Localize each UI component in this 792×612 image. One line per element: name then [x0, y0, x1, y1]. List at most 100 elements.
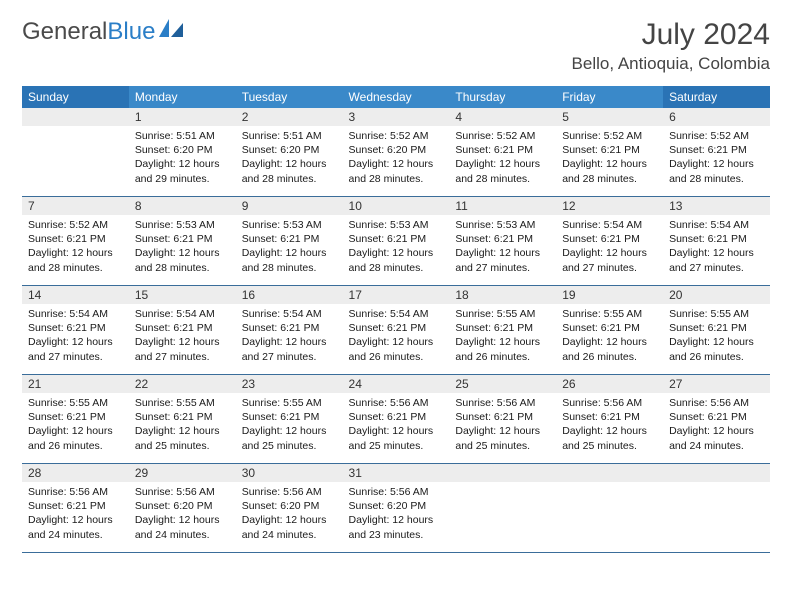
calendar-day-cell: 14Sunrise: 5:54 AMSunset: 6:21 PMDayligh…: [22, 286, 129, 375]
day-number: 13: [663, 197, 770, 215]
calendar-day-cell: 12Sunrise: 5:54 AMSunset: 6:21 PMDayligh…: [556, 197, 663, 286]
day-number: 28: [22, 464, 129, 482]
day-number: 3: [343, 108, 450, 126]
calendar-day-cell: 28Sunrise: 5:56 AMSunset: 6:21 PMDayligh…: [22, 464, 129, 553]
calendar-day-cell: 15Sunrise: 5:54 AMSunset: 6:21 PMDayligh…: [129, 286, 236, 375]
calendar-day-cell: 21Sunrise: 5:55 AMSunset: 6:21 PMDayligh…: [22, 375, 129, 464]
calendar-day-cell: 31Sunrise: 5:56 AMSunset: 6:20 PMDayligh…: [343, 464, 450, 553]
calendar-day-cell: 11Sunrise: 5:53 AMSunset: 6:21 PMDayligh…: [449, 197, 556, 286]
day-detail: Sunrise: 5:56 AMSunset: 6:21 PMDaylight:…: [343, 393, 450, 463]
day-number: 15: [129, 286, 236, 304]
day-number: 1: [129, 108, 236, 126]
day-number: 20: [663, 286, 770, 304]
calendar-table: SundayMondayTuesdayWednesdayThursdayFrid…: [22, 86, 770, 553]
weekday-header: Saturday: [663, 86, 770, 108]
day-detail: Sunrise: 5:55 AMSunset: 6:21 PMDaylight:…: [663, 304, 770, 374]
calendar-day-cell: 27Sunrise: 5:56 AMSunset: 6:21 PMDayligh…: [663, 375, 770, 464]
calendar-day-cell: [663, 464, 770, 553]
calendar-day-cell: 17Sunrise: 5:54 AMSunset: 6:21 PMDayligh…: [343, 286, 450, 375]
day-number: 10: [343, 197, 450, 215]
calendar-day-cell: 16Sunrise: 5:54 AMSunset: 6:21 PMDayligh…: [236, 286, 343, 375]
calendar-day-cell: 6Sunrise: 5:52 AMSunset: 6:21 PMDaylight…: [663, 108, 770, 197]
day-detail: Sunrise: 5:55 AMSunset: 6:21 PMDaylight:…: [129, 393, 236, 463]
day-number: 24: [343, 375, 450, 393]
day-detail: [22, 126, 129, 196]
day-detail: Sunrise: 5:52 AMSunset: 6:21 PMDaylight:…: [556, 126, 663, 196]
day-detail: Sunrise: 5:55 AMSunset: 6:21 PMDaylight:…: [22, 393, 129, 463]
header: GeneralBlue July 2024 Bello, Antioquia, …: [22, 18, 770, 74]
calendar-day-cell: 18Sunrise: 5:55 AMSunset: 6:21 PMDayligh…: [449, 286, 556, 375]
calendar-day-cell: 23Sunrise: 5:55 AMSunset: 6:21 PMDayligh…: [236, 375, 343, 464]
day-number: 19: [556, 286, 663, 304]
calendar-day-cell: 4Sunrise: 5:52 AMSunset: 6:21 PMDaylight…: [449, 108, 556, 197]
sail-icon: [159, 18, 185, 46]
day-detail: [449, 482, 556, 552]
calendar-week-row: 28Sunrise: 5:56 AMSunset: 6:21 PMDayligh…: [22, 464, 770, 553]
day-detail: Sunrise: 5:56 AMSunset: 6:21 PMDaylight:…: [449, 393, 556, 463]
day-number: 29: [129, 464, 236, 482]
location-subtitle: Bello, Antioquia, Colombia: [572, 54, 770, 74]
calendar-day-cell: 19Sunrise: 5:55 AMSunset: 6:21 PMDayligh…: [556, 286, 663, 375]
day-detail: [556, 482, 663, 552]
day-number: 4: [449, 108, 556, 126]
day-detail: Sunrise: 5:55 AMSunset: 6:21 PMDaylight:…: [236, 393, 343, 463]
day-number: [22, 108, 129, 126]
day-detail: [663, 482, 770, 552]
day-number: 12: [556, 197, 663, 215]
logo-blue-text: Blue: [107, 18, 155, 46]
day-number: 14: [22, 286, 129, 304]
weekday-header: Friday: [556, 86, 663, 108]
calendar-day-cell: [22, 108, 129, 197]
day-number: 8: [129, 197, 236, 215]
calendar-week-row: 1Sunrise: 5:51 AMSunset: 6:20 PMDaylight…: [22, 108, 770, 197]
day-detail: Sunrise: 5:56 AMSunset: 6:21 PMDaylight:…: [663, 393, 770, 463]
day-detail: Sunrise: 5:54 AMSunset: 6:21 PMDaylight:…: [663, 215, 770, 285]
day-number: 11: [449, 197, 556, 215]
day-number: 6: [663, 108, 770, 126]
day-number: 9: [236, 197, 343, 215]
day-number: 30: [236, 464, 343, 482]
logo-gray-text: General: [22, 18, 107, 46]
day-number: 27: [663, 375, 770, 393]
day-detail: Sunrise: 5:56 AMSunset: 6:20 PMDaylight:…: [343, 482, 450, 552]
calendar-day-cell: 5Sunrise: 5:52 AMSunset: 6:21 PMDaylight…: [556, 108, 663, 197]
calendar-day-cell: [449, 464, 556, 553]
day-detail: Sunrise: 5:56 AMSunset: 6:20 PMDaylight:…: [129, 482, 236, 552]
calendar-day-cell: 7Sunrise: 5:52 AMSunset: 6:21 PMDaylight…: [22, 197, 129, 286]
day-number: 2: [236, 108, 343, 126]
day-detail: Sunrise: 5:51 AMSunset: 6:20 PMDaylight:…: [129, 126, 236, 196]
calendar-header-row: SundayMondayTuesdayWednesdayThursdayFrid…: [22, 86, 770, 108]
day-number: [556, 464, 663, 482]
calendar-week-row: 21Sunrise: 5:55 AMSunset: 6:21 PMDayligh…: [22, 375, 770, 464]
day-detail: Sunrise: 5:55 AMSunset: 6:21 PMDaylight:…: [556, 304, 663, 374]
day-detail: Sunrise: 5:54 AMSunset: 6:21 PMDaylight:…: [556, 215, 663, 285]
calendar-day-cell: 10Sunrise: 5:53 AMSunset: 6:21 PMDayligh…: [343, 197, 450, 286]
day-number: 17: [343, 286, 450, 304]
calendar-day-cell: 25Sunrise: 5:56 AMSunset: 6:21 PMDayligh…: [449, 375, 556, 464]
day-detail: Sunrise: 5:52 AMSunset: 6:21 PMDaylight:…: [22, 215, 129, 285]
day-number: 31: [343, 464, 450, 482]
logo: GeneralBlue: [22, 18, 185, 46]
day-number: 22: [129, 375, 236, 393]
day-detail: Sunrise: 5:55 AMSunset: 6:21 PMDaylight:…: [449, 304, 556, 374]
day-detail: Sunrise: 5:56 AMSunset: 6:20 PMDaylight:…: [236, 482, 343, 552]
weekday-header: Thursday: [449, 86, 556, 108]
calendar-day-cell: 22Sunrise: 5:55 AMSunset: 6:21 PMDayligh…: [129, 375, 236, 464]
calendar-day-cell: 24Sunrise: 5:56 AMSunset: 6:21 PMDayligh…: [343, 375, 450, 464]
day-detail: Sunrise: 5:54 AMSunset: 6:21 PMDaylight:…: [343, 304, 450, 374]
month-title: July 2024: [572, 18, 770, 52]
calendar-day-cell: 30Sunrise: 5:56 AMSunset: 6:20 PMDayligh…: [236, 464, 343, 553]
calendar-day-cell: 1Sunrise: 5:51 AMSunset: 6:20 PMDaylight…: [129, 108, 236, 197]
title-block: July 2024 Bello, Antioquia, Colombia: [572, 18, 770, 74]
day-number: [449, 464, 556, 482]
calendar-day-cell: [556, 464, 663, 553]
day-detail: Sunrise: 5:51 AMSunset: 6:20 PMDaylight:…: [236, 126, 343, 196]
calendar-day-cell: 26Sunrise: 5:56 AMSunset: 6:21 PMDayligh…: [556, 375, 663, 464]
day-detail: Sunrise: 5:53 AMSunset: 6:21 PMDaylight:…: [449, 215, 556, 285]
day-detail: Sunrise: 5:53 AMSunset: 6:21 PMDaylight:…: [343, 215, 450, 285]
day-number: 23: [236, 375, 343, 393]
calendar-day-cell: 29Sunrise: 5:56 AMSunset: 6:20 PMDayligh…: [129, 464, 236, 553]
day-detail: Sunrise: 5:56 AMSunset: 6:21 PMDaylight:…: [556, 393, 663, 463]
weekday-header: Monday: [129, 86, 236, 108]
calendar-day-cell: 20Sunrise: 5:55 AMSunset: 6:21 PMDayligh…: [663, 286, 770, 375]
